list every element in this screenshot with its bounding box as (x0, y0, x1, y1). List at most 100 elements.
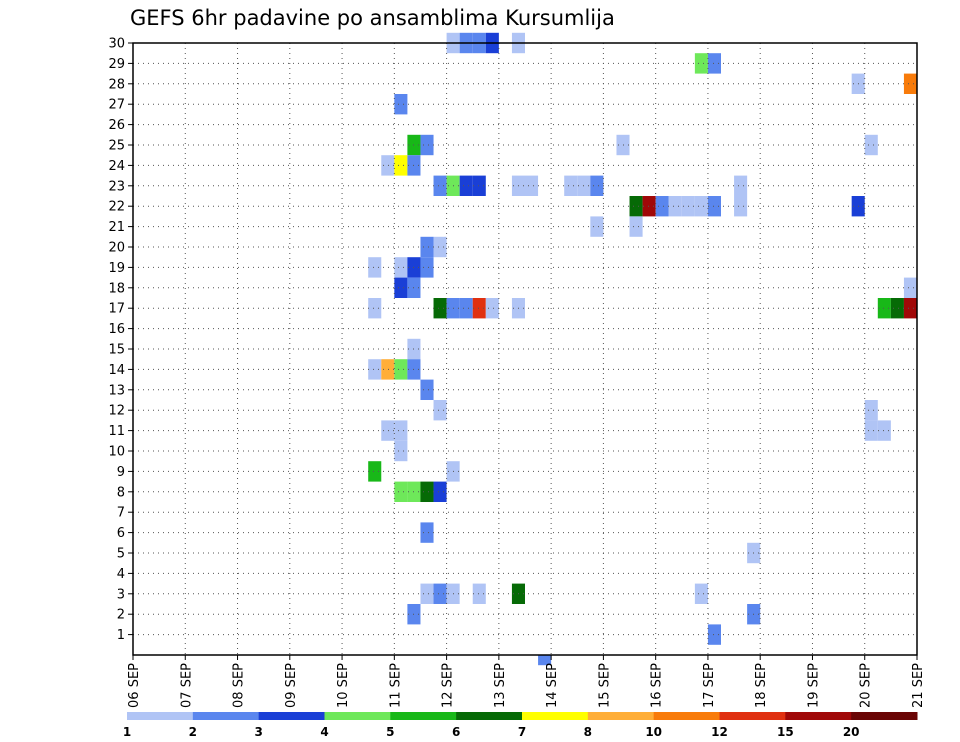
precip-cell (420, 583, 434, 604)
y-tick-label: 20 (108, 241, 125, 256)
precip-cell (420, 379, 434, 400)
precip-cell (420, 257, 434, 278)
precip-cell (381, 155, 395, 176)
y-tick-label: 30 (108, 37, 125, 52)
precip-cell (420, 236, 434, 258)
precip-cell (707, 53, 721, 74)
legend-label: 15 (777, 725, 794, 739)
y-tick-label: 15 (108, 343, 125, 358)
y-tick-label: 8 (117, 485, 125, 500)
x-tick-label: 11 SEP (388, 663, 403, 708)
precip-cell (864, 400, 878, 421)
precip-cell (394, 420, 408, 441)
y-tick-label: 29 (108, 57, 125, 72)
legend-label: 1 (123, 725, 131, 739)
precip-cell (485, 298, 499, 319)
legend-swatch (258, 712, 325, 720)
y-tick-label: 11 (108, 424, 125, 439)
precip-cell (668, 196, 682, 217)
y-tick-label: 24 (108, 159, 125, 174)
legend-swatch (522, 712, 589, 720)
legend-label: 7 (518, 725, 526, 739)
precip-cell (381, 420, 395, 441)
precip-cell (903, 277, 917, 298)
precip-cell (368, 257, 382, 278)
chart-title: GEFS 6hr padavine po ansamblima Kursumli… (130, 6, 615, 30)
precip-cell (564, 175, 578, 196)
precip-cell (734, 196, 748, 217)
y-tick-label: 1 (117, 628, 125, 643)
x-tick-label: 17 SEP (702, 663, 717, 708)
y-tick-label: 4 (117, 567, 125, 582)
x-tick-label: 12 SEP (441, 663, 456, 708)
precip-cell (420, 134, 434, 156)
precip-cell (394, 440, 408, 462)
legend-label: 6 (452, 725, 460, 739)
precip-cell (394, 277, 408, 298)
precip-cell (420, 481, 434, 502)
y-tick-label: 18 (108, 281, 125, 296)
precip-cell (642, 196, 656, 217)
precip-cell (394, 257, 408, 278)
precip-cell (655, 196, 669, 217)
legend-swatch (127, 712, 194, 720)
y-tick-label: 6 (117, 526, 125, 541)
legend-swatch (324, 712, 391, 720)
legend-swatch (653, 712, 720, 720)
precip-cell (433, 298, 447, 319)
precip-cell (368, 359, 382, 380)
precip-cell (538, 655, 552, 666)
legend-label: 8 (584, 725, 592, 739)
precip-cell (459, 298, 473, 319)
precip-cell (394, 155, 408, 176)
precip-cell (433, 583, 447, 604)
precip-cell (864, 420, 878, 441)
y-tick-label: 17 (108, 302, 125, 317)
precip-cell (381, 359, 395, 380)
legend-swatch (719, 712, 786, 720)
y-tick-label: 16 (108, 322, 125, 337)
precip-cell (459, 175, 473, 196)
x-tick-label: 16 SEP (650, 663, 665, 708)
precip-cell (368, 298, 382, 319)
y-tick-label: 26 (108, 118, 125, 133)
y-tick-label: 12 (108, 404, 125, 419)
precip-cell (903, 73, 917, 94)
precip-cell (694, 583, 708, 604)
precip-cell (525, 175, 539, 196)
precip-cell (433, 400, 447, 421)
y-tick-label: 5 (117, 547, 125, 562)
precipitation-cells (368, 32, 917, 666)
x-tick-label: 06 SEP (127, 663, 142, 708)
x-tick-label: 18 SEP (754, 663, 769, 708)
precip-cell (472, 175, 486, 196)
precip-cell (472, 583, 486, 604)
y-tick-label: 27 (108, 98, 125, 113)
y-tick-label: 10 (108, 445, 125, 460)
precip-cell (694, 53, 708, 74)
color-legend: 1 2 3 4 5 6 7 8 10 12 15 20 (123, 712, 918, 739)
plot-frame (132, 42, 918, 656)
precip-cell (433, 236, 447, 258)
y-tick-label: 13 (108, 383, 125, 398)
legend-swatch (192, 712, 260, 720)
precip-cell (629, 196, 643, 217)
x-tick-label: 09 SEP (284, 663, 299, 708)
legend-label: 2 (189, 725, 197, 739)
y-tick-label: 22 (108, 200, 125, 215)
legend-label: 5 (386, 725, 394, 739)
legend-swatch (785, 712, 852, 720)
x-tick-label: 21 SEP (911, 663, 926, 708)
precip-cell (734, 175, 748, 196)
x-axis-ticks: 06 SEP 07 SEP 08 SEP 09 SEP 10 SEP 11 SEP 12 S… (127, 655, 926, 708)
legend-label: 12 (711, 725, 728, 739)
precip-cell (903, 298, 917, 319)
precip-cell (694, 196, 708, 217)
legend-swatch (390, 712, 457, 720)
x-tick-label: 15 SEP (597, 663, 612, 708)
x-tick-label: 14 SEP (545, 663, 560, 708)
y-tick-label: 25 (108, 139, 125, 154)
y-tick-label: 28 (108, 77, 125, 92)
precip-cell (590, 175, 604, 196)
y-tick-label: 7 (117, 506, 125, 521)
